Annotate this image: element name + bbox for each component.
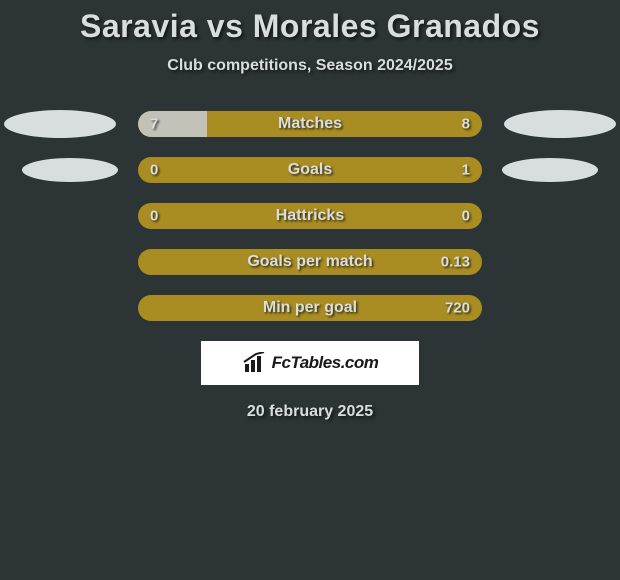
- stat-row: 0.13Goals per match: [0, 249, 620, 275]
- stat-label: Goals per match: [138, 253, 482, 271]
- stat-bar: 0 0Hattricks: [138, 203, 482, 229]
- stat-label: Hattricks: [138, 207, 482, 225]
- stat-value-right: 720: [445, 300, 470, 317]
- stat-bar: 0.13Goals per match: [138, 249, 482, 275]
- stat-row: 0 0Hattricks: [0, 203, 620, 229]
- date-line: 20 february 2025: [0, 403, 620, 421]
- player-right-ellipse: [504, 110, 616, 138]
- stat-value-right: 0: [462, 208, 470, 225]
- stat-row: 720Min per goal: [0, 295, 620, 321]
- stat-value-right: 0.13: [441, 254, 470, 271]
- stat-row: 78Matches: [0, 111, 620, 137]
- stat-bar: 720Min per goal: [138, 295, 482, 321]
- stat-label: Goals: [138, 161, 482, 179]
- page-title: Saravia vs Morales Granados: [0, 8, 620, 45]
- stat-value-left: 0: [150, 162, 158, 179]
- player-right-ellipse: [502, 158, 598, 182]
- stat-bar: 0 1Goals: [138, 157, 482, 183]
- logo-badge: FcTables.com: [201, 341, 419, 385]
- stat-value-right: 8: [462, 116, 470, 133]
- player-left-ellipse: [22, 158, 118, 182]
- stat-bar-fill-left: [138, 111, 207, 137]
- logo-text: FcTables.com: [272, 353, 379, 373]
- page-subtitle: Club competitions, Season 2024/2025: [0, 57, 620, 75]
- bar-chart-icon: [242, 352, 268, 374]
- stat-value-left: 0: [150, 208, 158, 225]
- stats-rows: 78Matches01Goals00Hattricks0.13Goals per…: [0, 111, 620, 321]
- stat-bar: 78Matches: [138, 111, 482, 137]
- stat-label: Min per goal: [138, 299, 482, 317]
- stat-value-right: 1: [462, 162, 470, 179]
- player-left-ellipse: [4, 110, 116, 138]
- stat-value-left: 7: [150, 116, 158, 133]
- stat-row: 0 1Goals: [0, 157, 620, 183]
